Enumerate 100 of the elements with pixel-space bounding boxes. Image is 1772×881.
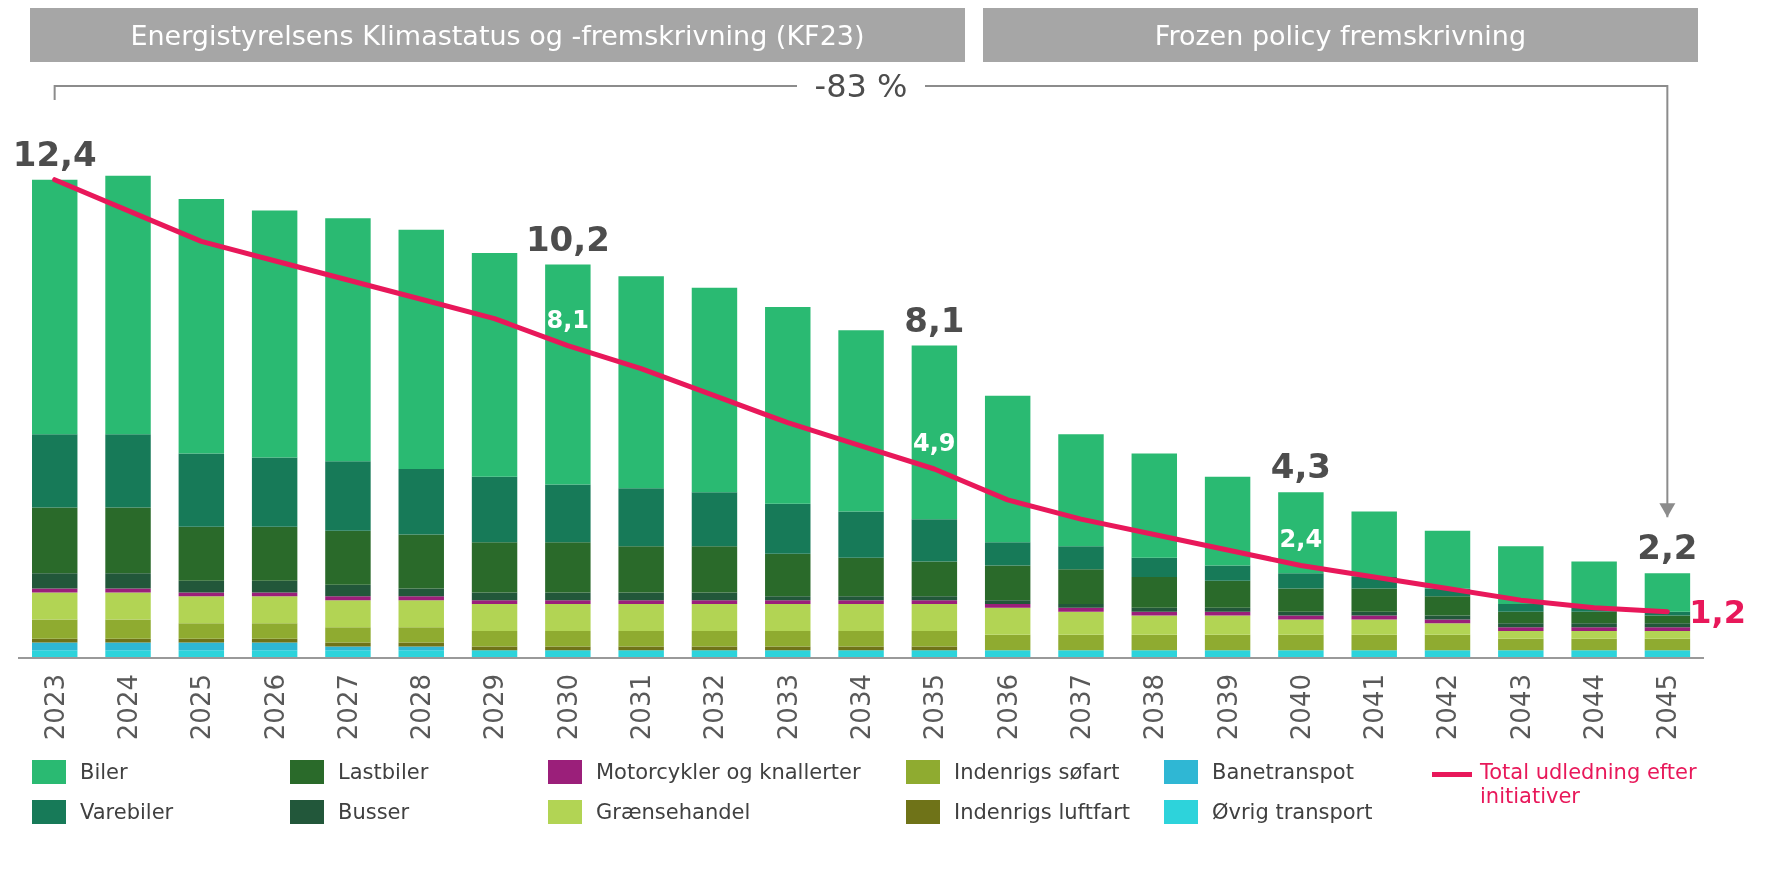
bar: [1058, 434, 1104, 547]
bar: [618, 276, 664, 489]
bar: [1131, 634, 1178, 651]
bar: [1644, 631, 1691, 639]
bar: [1204, 634, 1251, 651]
bar: [1498, 638, 1544, 651]
bar: [105, 638, 151, 643]
bar: [105, 619, 151, 639]
bar: [1131, 453, 1178, 558]
x-tick-label: 2034: [846, 674, 876, 741]
bar: [911, 345, 958, 520]
bar: [984, 600, 1031, 604]
bar: [765, 631, 811, 647]
data-label: 2,4: [1279, 525, 1323, 554]
x-tick-label: 2023: [39, 674, 70, 741]
bar: [1131, 615, 1178, 635]
legend-label: Grænsehandel: [596, 800, 751, 824]
bar: [1571, 638, 1617, 651]
bar: [471, 650, 518, 658]
x-tick-label: 2032: [699, 674, 730, 741]
bar: [618, 546, 664, 593]
bar: [1204, 607, 1251, 612]
bar: [1204, 615, 1251, 635]
bar: [691, 600, 738, 604]
bar: [251, 457, 298, 527]
x-tick-label: 2030: [552, 674, 583, 741]
bar: [398, 229, 444, 469]
x-tick-label: 2026: [259, 674, 290, 741]
bar: [545, 264, 591, 485]
bar: [178, 526, 225, 581]
bar: [178, 638, 225, 643]
bar: [105, 507, 151, 574]
bar: [1204, 580, 1251, 608]
bar: [1571, 631, 1617, 639]
legend-label: Total udledning efter initiativer: [1480, 760, 1698, 808]
bar: [1424, 530, 1471, 589]
bar: [984, 395, 1031, 543]
bar: [838, 600, 884, 604]
bar: [545, 650, 591, 658]
bar: [1131, 577, 1178, 608]
x-tick-label: 2024: [112, 674, 143, 741]
bar: [545, 542, 591, 593]
legend-label: Motorcykler og knallerter: [596, 760, 861, 784]
bar: [1571, 623, 1617, 628]
bar: [471, 631, 518, 647]
bar: [618, 488, 664, 547]
band-label: Frozen policy fremskrivning: [982, 8, 1698, 62]
bar: [178, 642, 225, 651]
x-tick-label: 2039: [1212, 674, 1243, 741]
bar: [325, 596, 371, 601]
bar: [1424, 634, 1471, 651]
bar: [618, 592, 664, 601]
bar: [765, 600, 811, 604]
bar: [545, 604, 591, 631]
bar: [398, 650, 444, 658]
bar: [251, 592, 298, 597]
bar: [1278, 650, 1324, 658]
bar: [325, 627, 371, 643]
bar: [1058, 611, 1104, 635]
bar: [32, 619, 78, 639]
bar: [251, 596, 298, 624]
bar: [911, 631, 958, 647]
x-tick-label: 2025: [186, 674, 217, 741]
bar: [1571, 561, 1617, 608]
bar: [105, 573, 151, 589]
bar: [251, 580, 298, 593]
bar: [105, 650, 151, 658]
bar: [251, 642, 298, 651]
bar: [32, 573, 78, 589]
bar: [765, 650, 811, 658]
bar: [1571, 627, 1617, 631]
bar: [32, 507, 78, 574]
bar: [178, 650, 225, 658]
bar: [911, 596, 958, 601]
total-label: 10,2: [525, 218, 610, 259]
bar: [545, 600, 591, 604]
x-tick-label: 2029: [479, 674, 510, 741]
legend-label: Biler: [80, 760, 128, 784]
bar: [1058, 607, 1104, 612]
x-tick-label: 2044: [1579, 674, 1610, 741]
bar: [32, 642, 78, 651]
bar: [691, 650, 738, 658]
bar: [618, 646, 664, 651]
total-label: 12,4: [12, 133, 97, 174]
total-label: 8,1: [904, 299, 965, 340]
bar: [1644, 627, 1691, 631]
bar: [325, 646, 371, 651]
bar: [325, 600, 371, 628]
bar: [911, 519, 958, 562]
bar: [838, 646, 884, 651]
bar: [838, 511, 884, 558]
bar: [691, 604, 738, 631]
bar: [1131, 557, 1178, 577]
bar: [1424, 596, 1471, 616]
bar: [1131, 650, 1178, 658]
bar: [1424, 650, 1471, 658]
bar: [984, 565, 1031, 601]
bar: [1058, 604, 1104, 608]
bar: [691, 287, 738, 493]
bar: [325, 584, 371, 597]
